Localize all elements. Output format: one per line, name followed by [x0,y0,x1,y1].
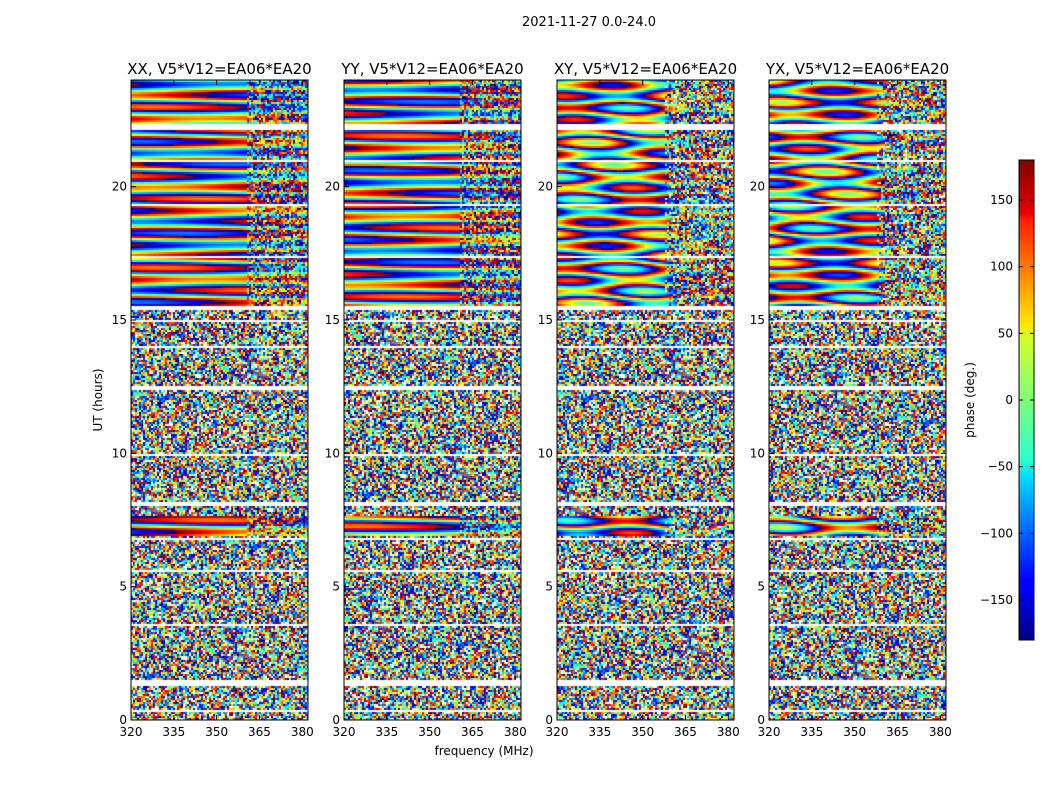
y-tick-label: 15 [538,313,553,327]
panel-yx: YX, V5*V12=EA06*EA20 320 335 350 365 380 0 5 10 1… [750,60,952,739]
y-tick-label: 5 [332,580,340,594]
x-tick-label: 380 [717,725,740,739]
panel-title: XX, V5*V12=EA06*EA20 [127,60,311,78]
y-tick-label: 5 [119,580,127,594]
colorbar: −150 −100 −50 0 50 100 150 phase (deg.) [963,159,1035,641]
x-tick-label: 335 [800,725,823,739]
x-tick-label: 350 [843,725,866,739]
colorbar-label: phase (deg.) [963,362,977,438]
plot-frame [343,79,522,721]
y-tick-label: 20 [538,180,553,194]
plot-frame [130,79,309,721]
x-tick-label: 320 [333,725,356,739]
x-tick-label: 380 [929,725,952,739]
plot-frame [556,79,735,721]
y-tick-label: 0 [119,713,127,727]
heatmap-yy [344,80,521,720]
heatmap-xy [557,80,734,720]
x-tick-label: 380 [504,725,527,739]
colorbar-tick-label: −50 [988,460,1013,474]
x-tick-label: 335 [162,725,185,739]
y-tick-label: 10 [538,446,553,460]
y-axis-label: UT (hours) [91,368,105,431]
colorbar-tick-label: 100 [990,260,1013,274]
x-tick-label: 380 [291,725,314,739]
x-tick-label: 335 [375,725,398,739]
x-tick-label: 365 [886,725,909,739]
panel-xy: XY, V5*V12=EA06*EA20 320 335 350 365 380 0 5 10 1… [538,60,740,739]
x-tick-label: 350 [418,725,441,739]
colorbar-tick-label: 150 [990,193,1013,207]
panel-xx: XX, V5*V12=EA06*EA20 320 335 350 365 380 0 5 10 1… [112,60,314,739]
y-tick-label: 0 [757,713,765,727]
y-tick-label: 0 [545,713,553,727]
x-tick-label: 365 [461,725,484,739]
panel-yy: YY, V5*V12=EA06*EA20 320 335 350 365 380 0 5 10 1… [325,60,527,739]
y-tick-label: 10 [750,446,765,460]
y-tick-label: 10 [325,446,340,460]
figure-suptitle: 2021-11-27 0.0-24.0 [522,15,656,30]
panel-title: XY, V5*V12=EA06*EA20 [554,60,737,78]
x-tick-label: 320 [120,725,143,739]
y-tick-label: 5 [757,580,765,594]
x-tick-label: 320 [758,725,781,739]
x-tick-label: 320 [546,725,569,739]
x-tick-label: 350 [631,725,654,739]
heatmap-yx [769,80,946,720]
colorbar-tick-label: −100 [980,526,1013,540]
y-tick-label: 20 [325,180,340,194]
y-tick-label: 15 [325,313,340,327]
y-tick-label: 15 [750,313,765,327]
colorbar-tick-label: 0 [1005,393,1013,407]
y-tick-label: 5 [545,580,553,594]
colorbar-tick-label: 50 [998,326,1013,340]
y-tick-label: 10 [112,446,127,460]
x-tick-label: 365 [674,725,697,739]
panel-title: YY, V5*V12=EA06*EA20 [340,60,523,78]
x-tick-label: 335 [588,725,611,739]
heatmap-xx [131,80,308,720]
y-tick-label: 15 [112,313,127,327]
x-axis-label: frequency (MHz) [434,744,533,758]
panel-title: YX, V5*V12=EA06*EA20 [765,60,949,78]
x-tick-label: 350 [205,725,228,739]
x-tick-label: 365 [248,725,271,739]
panels-group: XX, V5*V12=EA06*EA20 320 335 350 365 380 0 5 10 1… [112,60,952,739]
y-tick-label: 20 [750,180,765,194]
y-tick-label: 20 [112,180,127,194]
plot-frame [768,79,947,721]
colorbar-tick-label: −150 [980,593,1013,607]
y-tick-label: 0 [332,713,340,727]
